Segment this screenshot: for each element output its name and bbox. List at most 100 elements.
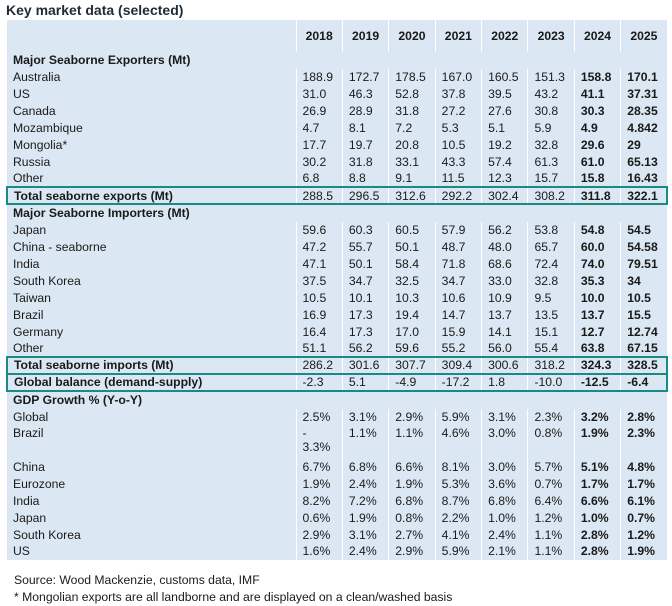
data-cell: 28.35 [620,102,667,120]
data-cell: 55.4 [527,340,575,358]
market-data-table: 2018 2019 2020 2021 2022 2023 2024 2025 … [6,20,668,560]
data-cell: 6.1% [620,492,667,510]
data-cell: 1.1% [527,526,575,544]
data-cell: 14.7 [434,306,482,324]
year-header: 2020 [388,20,436,52]
data-cell: 172.7 [341,68,389,86]
data-cell: 34 [620,272,667,290]
data-cell: 55.7 [341,238,389,256]
data-cell: 32.5 [388,272,436,290]
data-cell: 4.6% [434,425,482,459]
data-cell: 26.9 [295,102,343,120]
table-row: US 1.6% 2.4% 2.9% 5.9% 2.1% 1.1% 2.8% 1.9% [7,543,667,560]
table-row: Brazil -3.3% 1.1% 1.1% 4.6% 3.0% 0.8% 1.9% 2.3% [7,425,667,459]
data-cell: 7.2 [388,119,436,137]
data-cell: 2.4% [341,475,389,493]
data-cell: 10.0 [573,289,621,307]
data-cell: 61.3 [527,153,575,171]
data-cell: 30.3 [573,102,621,120]
data-cell: 53.8 [527,221,575,239]
data-cell: 31.8 [388,102,436,120]
table-row: Japan 59.6 60.3 60.5 57.9 56.2 53.8 54.8 54.5 [7,221,667,239]
row-label: South Korea [7,272,296,290]
data-cell: 7.2% [341,492,389,510]
data-cell: 318.2 [527,356,575,375]
data-cell: 63.8 [573,340,621,358]
data-cell: 5.7% [527,458,575,476]
data-cell: 302.4 [481,186,528,206]
data-cell: 43.2 [527,85,575,103]
table-row: Russia 30.2 31.8 33.1 43.3 57.4 61.3 61.0 65.13 [7,153,667,171]
data-cell: 308.2 [527,186,575,206]
table-row: Canada 26.9 28.9 31.8 27.2 27.6 30.8 30.3 28.35 [7,102,667,120]
row-label: Eurozone [7,475,296,493]
data-cell: -10.0 [527,372,575,392]
data-cell: 15.8 [573,170,621,188]
row-label: Other [7,340,296,358]
data-cell: 3.1% [481,408,528,426]
data-cell: 28.9 [341,102,389,120]
year-header: 2019 [341,20,389,52]
gdp-heading-row: GDP Growth % (Y-o-Y) [7,390,667,409]
data-cell: 5.9% [434,408,482,426]
global-balance-row: Global balance (demand-supply) -2.3 5.1 -4.… [6,372,668,392]
page-title: Key market data (selected) [6,2,184,18]
table-row: Taiwan 10.5 10.1 10.3 10.6 10.9 9.5 10.0 10.5 [7,289,667,307]
data-cell: 292.2 [434,186,482,206]
data-cell: 1.9% [295,475,343,493]
data-cell: -3.3% [295,425,343,459]
data-cell: 37.5 [295,272,343,290]
cell-line-extra: 3.3% [302,439,331,454]
data-cell: 10.5 [295,289,343,307]
data-cell: 5.9 [527,119,575,137]
data-cell: 311.8 [573,186,621,206]
data-cell: 17.3 [341,323,389,341]
data-cell: 65.7 [527,238,575,256]
row-label: Japan [7,509,296,527]
data-cell: 16.9 [295,306,343,324]
data-cell: 8.7% [434,492,482,510]
data-cell: 4.842 [620,119,667,137]
row-label: US [7,543,296,560]
data-cell: 3.0% [481,425,528,459]
data-cell: 37.8 [434,85,482,103]
year-header: 2022 [481,20,528,52]
importers-heading-row: Major Seaborne Importers (Mt) [7,204,667,222]
data-cell: 301.6 [341,356,389,375]
data-cell: 1.9% [388,475,436,493]
data-cell: 8.8 [341,170,389,188]
data-cell: 188.9 [295,68,343,86]
year-header-row: 2018 2019 2020 2021 2022 2023 2024 2025 [7,20,667,52]
data-cell: 1.0% [573,509,621,527]
data-cell: 1.2% [527,509,575,527]
data-cell: 57.4 [481,153,528,171]
table-row: Other 51.1 56.2 59.6 55.2 56.0 55.4 63.8 67.15 [7,340,667,358]
data-cell: 6.8% [388,492,436,510]
table-row: India 47.1 50.1 58.4 71.8 68.6 72.4 74.0 79.51 [7,255,667,273]
table-row: South Korea 37.5 34.7 32.5 34.7 33.0 32.8 35.3 3… [7,272,667,290]
data-cell: 68.6 [481,255,528,273]
data-cell: 59.6 [388,340,436,358]
row-label: Mozambique [7,119,296,137]
data-cell: 35.3 [573,272,621,290]
data-cell: 60.3 [341,221,389,239]
row-label: Russia [7,153,296,171]
data-cell: 27.6 [481,102,528,120]
data-cell: 1.9% [573,425,621,459]
data-cell: 19.2 [481,136,528,154]
data-cell: 2.3% [527,408,575,426]
data-cell: 5.9% [434,543,482,560]
table-row: Brazil 16.9 17.3 19.4 14.7 13.7 13.5 13.7 15.5 [7,306,667,324]
data-cell: 65.13 [620,153,667,171]
year-header: 2023 [527,20,575,52]
table-row: Global 2.5% 3.1% 2.9% 5.9% 3.1% 2.3% 3.2% 2.8% [7,408,667,426]
data-cell: 1.8 [481,372,528,392]
data-cell: 300.6 [481,356,528,375]
data-cell: 46.3 [341,85,389,103]
row-label: Total seaborne imports (Mt) [6,356,296,375]
row-label: Canada [7,102,296,120]
data-cell: 15.7 [527,170,575,188]
data-cell: 31.8 [341,153,389,171]
row-label: China [7,458,296,476]
table-row: Mongolia* 17.7 19.7 20.8 10.5 19.2 32.8 29.6 29 [7,136,667,154]
